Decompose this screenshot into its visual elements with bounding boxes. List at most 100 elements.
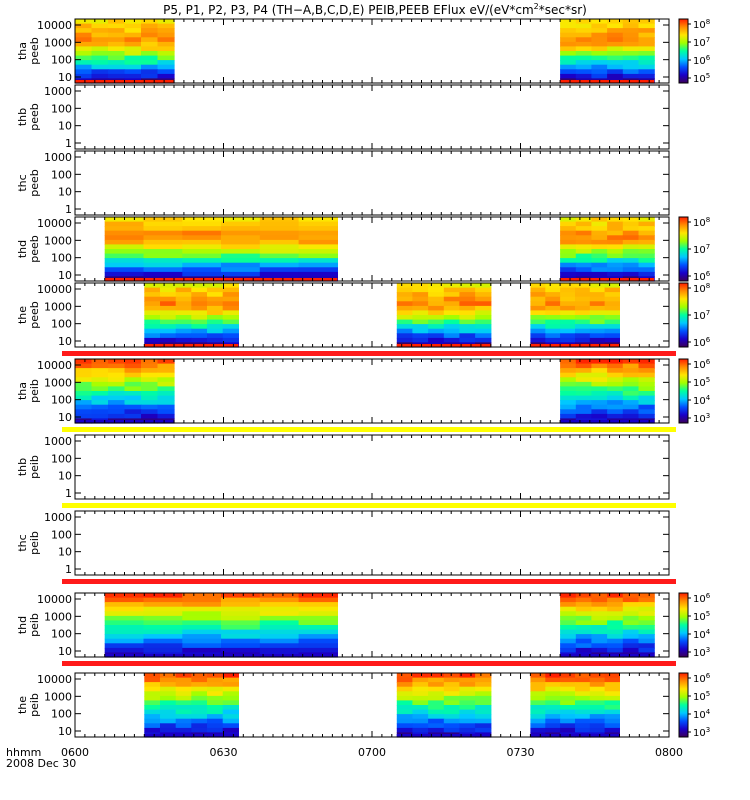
spectrogram-cell: [160, 718, 177, 724]
spectrogram-cell: [575, 625, 593, 631]
spectrogram-cell: [104, 629, 145, 635]
panel-thb-peeb: 1 10 100 1000 thb peeb: [16, 84, 670, 150]
low-energy-band: [396, 734, 491, 737]
spectrogram-cell: [124, 37, 142, 43]
spectrogram-cell: [622, 368, 640, 374]
spectrogram-cell: [575, 315, 591, 321]
spectrogram-cell: [607, 409, 624, 415]
spectrogram-cell: [607, 55, 624, 61]
spectrogram-cell: [560, 60, 577, 66]
panel-frame: [74, 510, 670, 576]
spectrogram-cell: [396, 686, 414, 692]
spectrogram-cell: [560, 638, 577, 644]
spectrogram-cell: [560, 686, 576, 692]
spectrogram-cell: [108, 37, 126, 43]
spectrogram-cell: [589, 695, 606, 702]
y-tick-label: 100: [51, 318, 72, 331]
spectrogram-cell: [91, 19, 109, 25]
spectrogram-cell: [141, 28, 159, 34]
spectrogram-cell: [143, 638, 183, 644]
y-tick-label: 100: [51, 102, 72, 115]
spectrogram-cell: [298, 262, 338, 268]
spectrogram-cell: [191, 691, 208, 697]
spectrogram-cell: [591, 372, 608, 378]
spectrogram-block: [560, 19, 655, 84]
probe-label: thb: [16, 458, 29, 476]
spectrogram-cell: [638, 391, 655, 397]
spectrogram-cell: [91, 64, 109, 70]
spectrogram-cell: [591, 395, 608, 401]
spectrogram-cell: [575, 404, 593, 410]
spectrogram-cell: [191, 292, 208, 298]
y-tick-label: 100: [51, 54, 72, 67]
spectrogram-cell: [638, 73, 655, 80]
spectrogram-cell: [124, 413, 142, 420]
spectrogram-cell: [175, 292, 192, 298]
spectrogram-cell: [607, 64, 624, 70]
spectrogram-cell: [475, 337, 492, 344]
spectrogram-cell: [604, 287, 620, 293]
spectrogram-cell: [545, 695, 561, 702]
spectrogram-cell: [575, 32, 593, 38]
spectrogram-cell: [589, 709, 606, 715]
spectrogram-cell: [638, 377, 655, 383]
spectrogram-cell: [157, 73, 175, 80]
spectrogram-cell: [124, 64, 142, 70]
spectrogram-cell: [604, 727, 620, 734]
spectrogram-cell: [91, 37, 109, 43]
spectrogram-cell: [108, 23, 126, 29]
spectrogram-cell: [104, 244, 145, 250]
spectrogram-cell: [607, 230, 624, 236]
spectrogram-cell: [545, 310, 561, 316]
y-tick-label: 1000: [44, 300, 72, 313]
probe-label: the: [16, 306, 29, 324]
spectrogram-cell: [459, 319, 476, 325]
spectrogram-cell: [298, 267, 338, 273]
spectrogram-cell: [143, 230, 183, 236]
spectrogram-cell: [182, 249, 222, 255]
spectrogram-cell: [560, 230, 577, 236]
spectrogram-cell: [622, 267, 640, 273]
spectrogram-cell: [560, 271, 577, 278]
spectrogram-cell: [207, 337, 224, 344]
spectrogram-cell: [143, 262, 183, 268]
spectrogram-cell: [638, 64, 655, 70]
spectrogram-cell: [124, 73, 142, 80]
spectrogram-cell: [604, 695, 620, 702]
spectrogram-cell: [182, 647, 222, 654]
spectrogram-cell: [221, 634, 261, 640]
spectrogram-cell: [160, 700, 177, 706]
spectrogram-cell: [222, 714, 239, 720]
y-tick-label: 10: [58, 546, 72, 559]
spectrogram-cell: [560, 381, 577, 388]
spectrogram-cell: [459, 333, 476, 339]
y-tick-label: 100: [51, 628, 72, 641]
spectrogram-cell: [396, 723, 414, 729]
spectrogram-cell: [191, 319, 208, 325]
spectrogram-cell: [560, 705, 576, 711]
spectrogram-cell: [396, 283, 414, 289]
y-tick-label: 1000: [44, 435, 72, 448]
spectrogram-cell: [589, 700, 606, 706]
spectrogram-cell: [530, 324, 546, 330]
spectrogram-cell: [591, 244, 608, 250]
spectrogram-cell: [104, 221, 145, 227]
spectrogram-cell: [475, 686, 492, 692]
spectrogram-cell: [545, 700, 561, 706]
spectrogram-cell: [475, 319, 492, 325]
spectrogram-cell: [141, 37, 159, 43]
spectrogram-cell: [622, 372, 640, 378]
spectrogram-cell: [575, 60, 593, 66]
spectrogram-cell: [638, 41, 655, 48]
status-bar-yellow: [62, 503, 676, 508]
spectrogram-cell: [157, 37, 175, 43]
spectrogram-cell: [207, 283, 224, 289]
spectrogram-cell: [396, 337, 414, 344]
spectrogram-cell: [607, 41, 624, 48]
y-tick-label: 1000: [44, 85, 72, 98]
spectrogram-cell: [175, 310, 192, 316]
spectrogram-cell: [622, 363, 640, 369]
spectrogram-cell: [560, 404, 577, 410]
spectrogram-cell: [428, 283, 445, 289]
spectrogram-cell: [160, 682, 177, 688]
